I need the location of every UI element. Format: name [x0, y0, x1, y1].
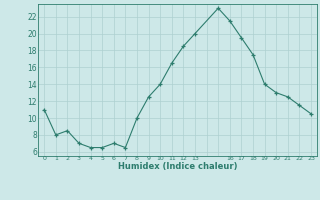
X-axis label: Humidex (Indice chaleur): Humidex (Indice chaleur)	[118, 162, 237, 171]
